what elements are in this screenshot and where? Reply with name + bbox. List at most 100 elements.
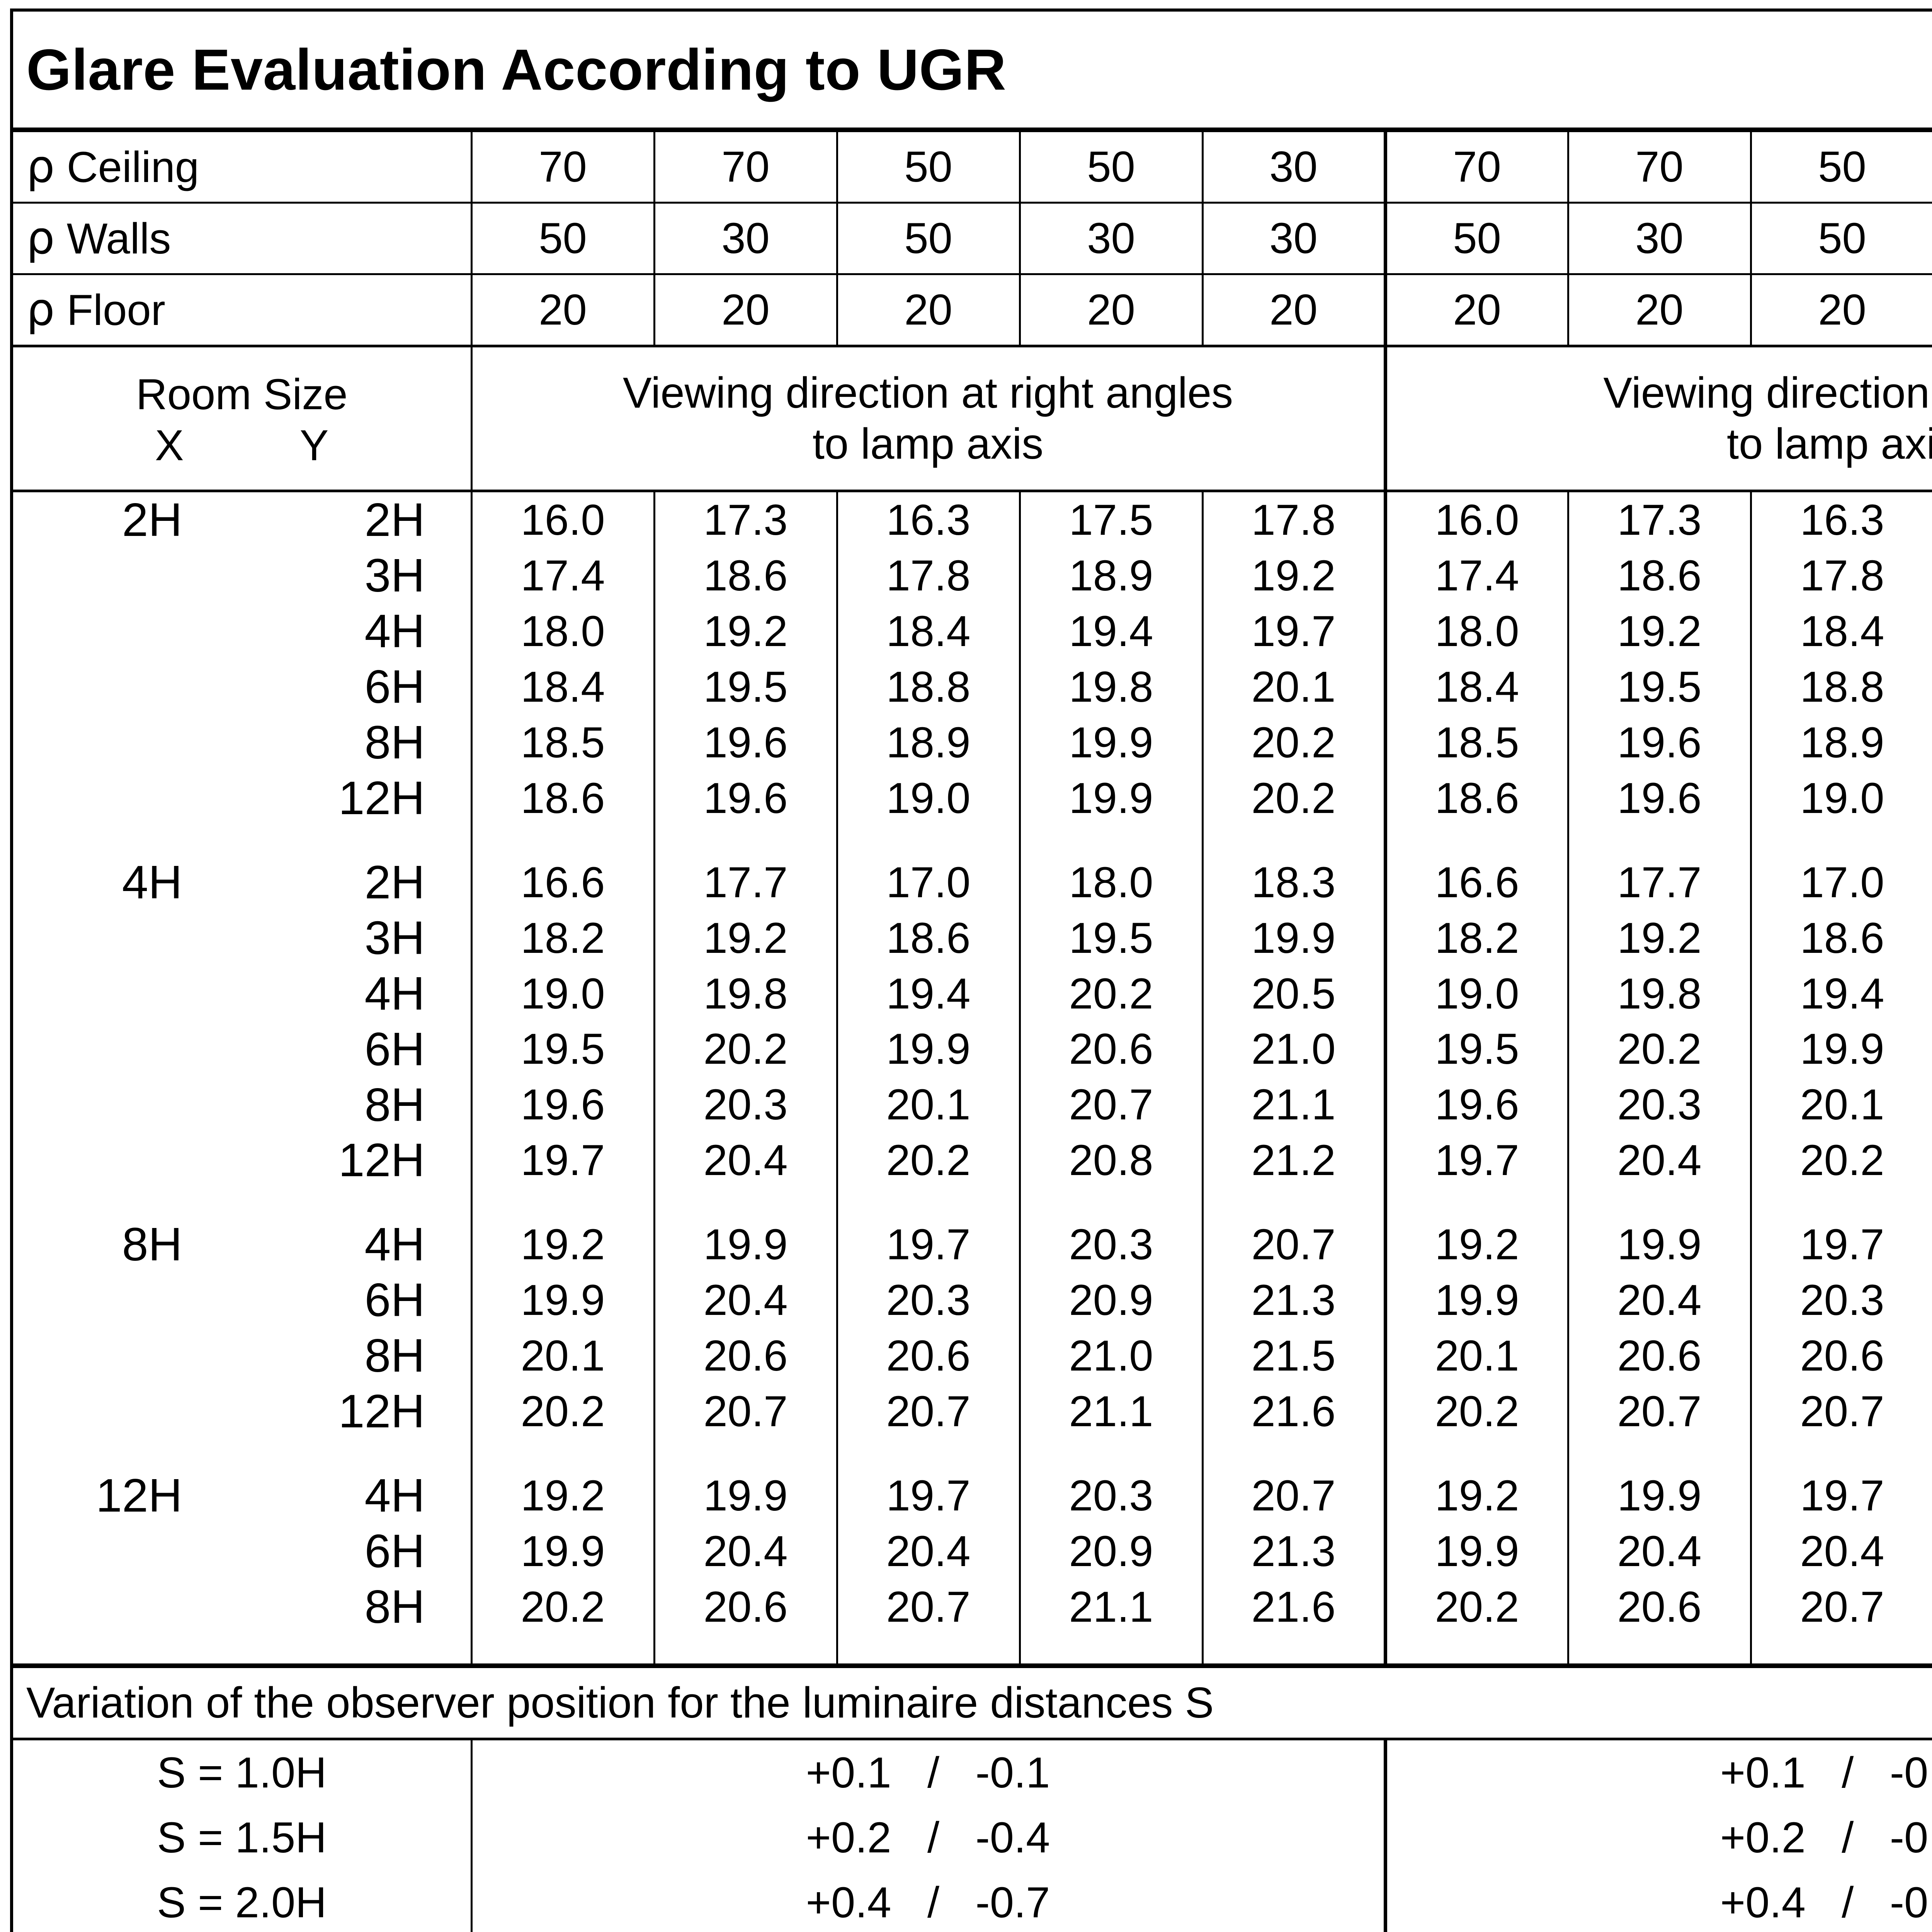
s-value-right-3: +0.4 / -0.7 xyxy=(1383,1870,1932,1932)
table-row: 3H18.219.218.619.519.918.219.218.619.519… xyxy=(12,910,1932,966)
block-spacer-row xyxy=(12,826,1932,855)
ugr-value-cell: 19.2 xyxy=(653,910,837,966)
rho-walls-c4: 30 xyxy=(1019,202,1202,275)
ugr-value-cell: 19.2 xyxy=(470,1468,654,1524)
ugr-data-body: 2H2H16.017.316.317.517.816.017.316.317.5… xyxy=(12,491,1932,1666)
room-size-x-value xyxy=(13,1524,256,1579)
ugr-value-cell: 19.9 xyxy=(1567,1468,1751,1524)
ugr-value-cell: 16.3 xyxy=(836,491,1020,548)
table-row: 12H4H19.219.919.720.320.719.219.919.720.… xyxy=(12,1468,1932,1524)
block-spacer-cell xyxy=(470,1635,654,1666)
room-size-x-value xyxy=(13,548,256,604)
ugr-value-cell: 19.6 xyxy=(1567,770,1751,826)
ugr-value-cell: 19.9 xyxy=(1019,714,1202,770)
ugr-value-cell: 20.4 xyxy=(836,1524,1020,1580)
row-header-cell: 8H xyxy=(12,1328,471,1384)
block-spacer-cell xyxy=(1383,826,1568,855)
room-size-x-value xyxy=(13,910,256,966)
ugr-value-cell: 18.9 xyxy=(1750,714,1932,770)
room-size-x-value xyxy=(13,1579,256,1635)
rho-walls-c7: 30 xyxy=(1567,202,1751,275)
row-header-cell: 8H xyxy=(12,715,471,770)
room-size-x-value: 12H xyxy=(95,1469,182,1522)
ugr-value-cell: 19.5 xyxy=(470,1021,654,1077)
rho-symbol-icon: ρ xyxy=(26,212,55,264)
ugr-value-cell: 20.6 xyxy=(653,1328,837,1384)
block-spacer-cell xyxy=(836,1635,1020,1666)
ugr-value-cell: 20.6 xyxy=(836,1328,1020,1384)
ugr-value-cell: 19.2 xyxy=(1383,1468,1568,1524)
ugr-value-cell: 21.1 xyxy=(1201,1077,1385,1133)
ugr-value-cell: 20.4 xyxy=(653,1524,837,1580)
ugr-value-cell: 19.6 xyxy=(470,1077,654,1133)
table-row: 12H18.619.619.019.920.218.619.619.019.92… xyxy=(12,770,1932,826)
block-spacer-cell xyxy=(1019,1188,1202,1217)
room-size-x-value xyxy=(13,659,256,715)
title-row: Glare Evaluation According to UGR xyxy=(12,10,1932,132)
table-row: 4H18.019.218.419.419.718.019.218.419.419… xyxy=(12,603,1932,659)
ugr-value-cell: 18.6 xyxy=(1567,548,1751,604)
ugr-value-cell: 20.7 xyxy=(1201,1468,1385,1524)
viewing-direction-right-angles-header: Viewing direction at right angles to lam… xyxy=(470,346,1385,492)
ugr-value-cell: 20.9 xyxy=(1019,1272,1202,1328)
room-size-y-value: 2H xyxy=(364,493,425,546)
row-header-cell: 2H 2H xyxy=(12,491,471,548)
room-size-y-value: 8H xyxy=(364,1580,425,1633)
ugr-value-cell: 16.0 xyxy=(470,491,654,548)
ugr-value-cell: 17.8 xyxy=(836,548,1020,604)
ugr-value-cell: 20.2 xyxy=(1019,966,1202,1022)
rho-ceiling-c7: 70 xyxy=(1567,130,1751,204)
ugr-value-cell: 18.6 xyxy=(470,770,654,826)
room-size-y-label: Y xyxy=(299,421,329,469)
ugr-value-cell: 20.1 xyxy=(1750,1077,1932,1133)
table-row: 3H17.418.617.818.919.217.418.617.818.919… xyxy=(12,548,1932,604)
row-header-cell: 12H xyxy=(12,1133,471,1188)
ugr-value-cell: 16.0 xyxy=(1383,491,1568,548)
ugr-value-cell: 19.2 xyxy=(1383,1217,1568,1273)
ugr-value-cell: 17.8 xyxy=(1201,491,1385,548)
row-header-cell: 8H xyxy=(12,1077,471,1133)
ugr-value-cell: 20.7 xyxy=(836,1384,1020,1440)
ugr-value-cell: 19.9 xyxy=(470,1524,654,1580)
block-spacer-cell xyxy=(1019,826,1202,855)
block-spacer-cell xyxy=(1383,1635,1568,1666)
row-header-cell: 4H xyxy=(12,604,471,659)
rho-ceiling-c2: 70 xyxy=(653,130,837,204)
rho-ceiling-c6: 70 xyxy=(1383,130,1568,204)
ugr-value-cell: 19.6 xyxy=(1567,714,1751,770)
ugr-value-cell: 20.2 xyxy=(1750,1133,1932,1189)
block-spacer-cell xyxy=(1201,1188,1385,1217)
block-spacer-cell xyxy=(653,1188,837,1217)
ugr-value-cell: 21.5 xyxy=(1201,1328,1385,1384)
ugr-value-cell: 19.2 xyxy=(1201,548,1385,604)
table-row: 6H18.419.518.819.820.118.419.518.819.820… xyxy=(12,659,1932,715)
room-size-title: Room Size xyxy=(136,370,348,418)
rho-ceiling-label: ρ Ceiling xyxy=(12,130,471,204)
ugr-value-cell: 19.0 xyxy=(836,770,1020,826)
room-size-y-value: 8H xyxy=(364,1078,425,1131)
ugr-value-cell: 19.0 xyxy=(1750,770,1932,826)
ugr-value-cell: 21.3 xyxy=(1201,1272,1385,1328)
ugr-value-cell: 20.3 xyxy=(836,1272,1020,1328)
ugr-value-cell: 20.4 xyxy=(1567,1133,1751,1189)
block-spacer-cell xyxy=(1201,1439,1385,1468)
table-row: 8H20.220.620.721.121.620.220.620.721.121… xyxy=(12,1579,1932,1635)
ugr-value-cell: 19.9 xyxy=(1750,1021,1932,1077)
ugr-value-cell: 19.7 xyxy=(1383,1133,1568,1189)
rho-floor-label: ρ Floor xyxy=(12,274,471,347)
block-spacer-cell xyxy=(1750,1635,1932,1666)
block-spacer-cell xyxy=(653,826,837,855)
viewing-direction-parallel-header: Viewing direction parallel to lamp axis xyxy=(1383,346,1932,492)
rho-floor-c1: 20 xyxy=(470,274,654,347)
ugr-value-cell: 20.7 xyxy=(1750,1384,1932,1440)
rho-walls-label-text: Walls xyxy=(66,214,171,263)
ugr-value-cell: 18.5 xyxy=(470,714,654,770)
ugr-value-cell: 19.5 xyxy=(1567,659,1751,715)
room-size-y-value: 4H xyxy=(364,1218,425,1271)
ugr-value-cell: 19.9 xyxy=(1201,910,1385,966)
room-size-y-value: 6H xyxy=(364,1274,425,1327)
block-spacer-label xyxy=(12,1188,471,1217)
ugr-value-cell: 20.2 xyxy=(653,1021,837,1077)
ugr-value-cell: 19.7 xyxy=(836,1468,1020,1524)
